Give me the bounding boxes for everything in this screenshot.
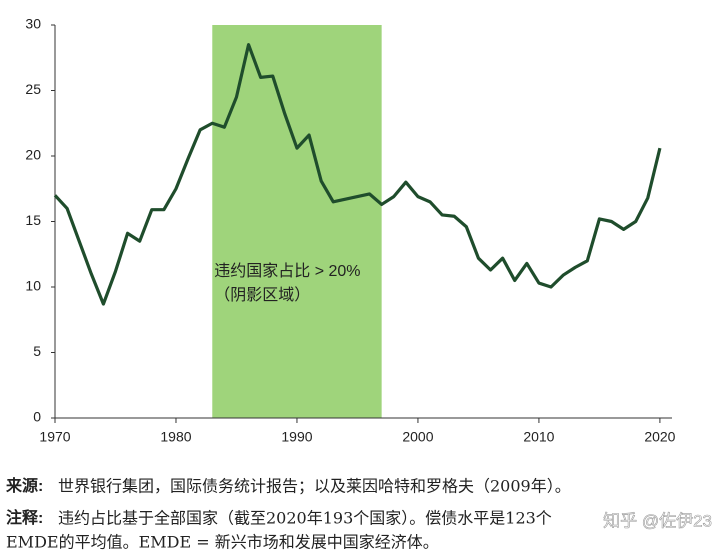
shaded-region — [212, 25, 382, 418]
x-tick-label: 1970 — [39, 429, 70, 445]
y-tick-label: 5 — [33, 343, 41, 359]
data-line — [53, 43, 662, 306]
y-tick-label: 25 — [25, 81, 41, 97]
x-tick-label: 1980 — [160, 429, 191, 445]
x-tick-label: 2010 — [523, 429, 554, 445]
note-line: EMDE的平均值。EMDE = 新兴市场和发展中国家经济体。 — [6, 533, 439, 552]
y-tick-label: 30 — [25, 16, 41, 32]
y-tick-label: 15 — [25, 212, 41, 228]
source-text: 世界银行集团，国际债务统计报告；以及莱因哈特和罗格夫（2009年）。 — [58, 477, 571, 496]
x-tick-label: 2000 — [402, 429, 433, 445]
x-tick-label: 1990 — [281, 429, 312, 445]
x-tick-label: 2020 — [644, 429, 675, 445]
y-tick-label: 0 — [33, 409, 41, 425]
annotation: 违约国家占比 > 20% — [214, 262, 360, 280]
source-label: 来源: — [5, 476, 43, 495]
y-tick-label: 10 — [25, 278, 41, 294]
watermark: 知乎 @佐伊23 — [603, 511, 712, 530]
note-label: 注释: — [6, 508, 43, 527]
note-line: 违约占比基于全部国家（截至2020年193个国家）。偿债水平是123个 — [58, 509, 552, 528]
y-tick-label: 20 — [25, 147, 41, 163]
annotation: （阴影区域） — [214, 286, 310, 304]
